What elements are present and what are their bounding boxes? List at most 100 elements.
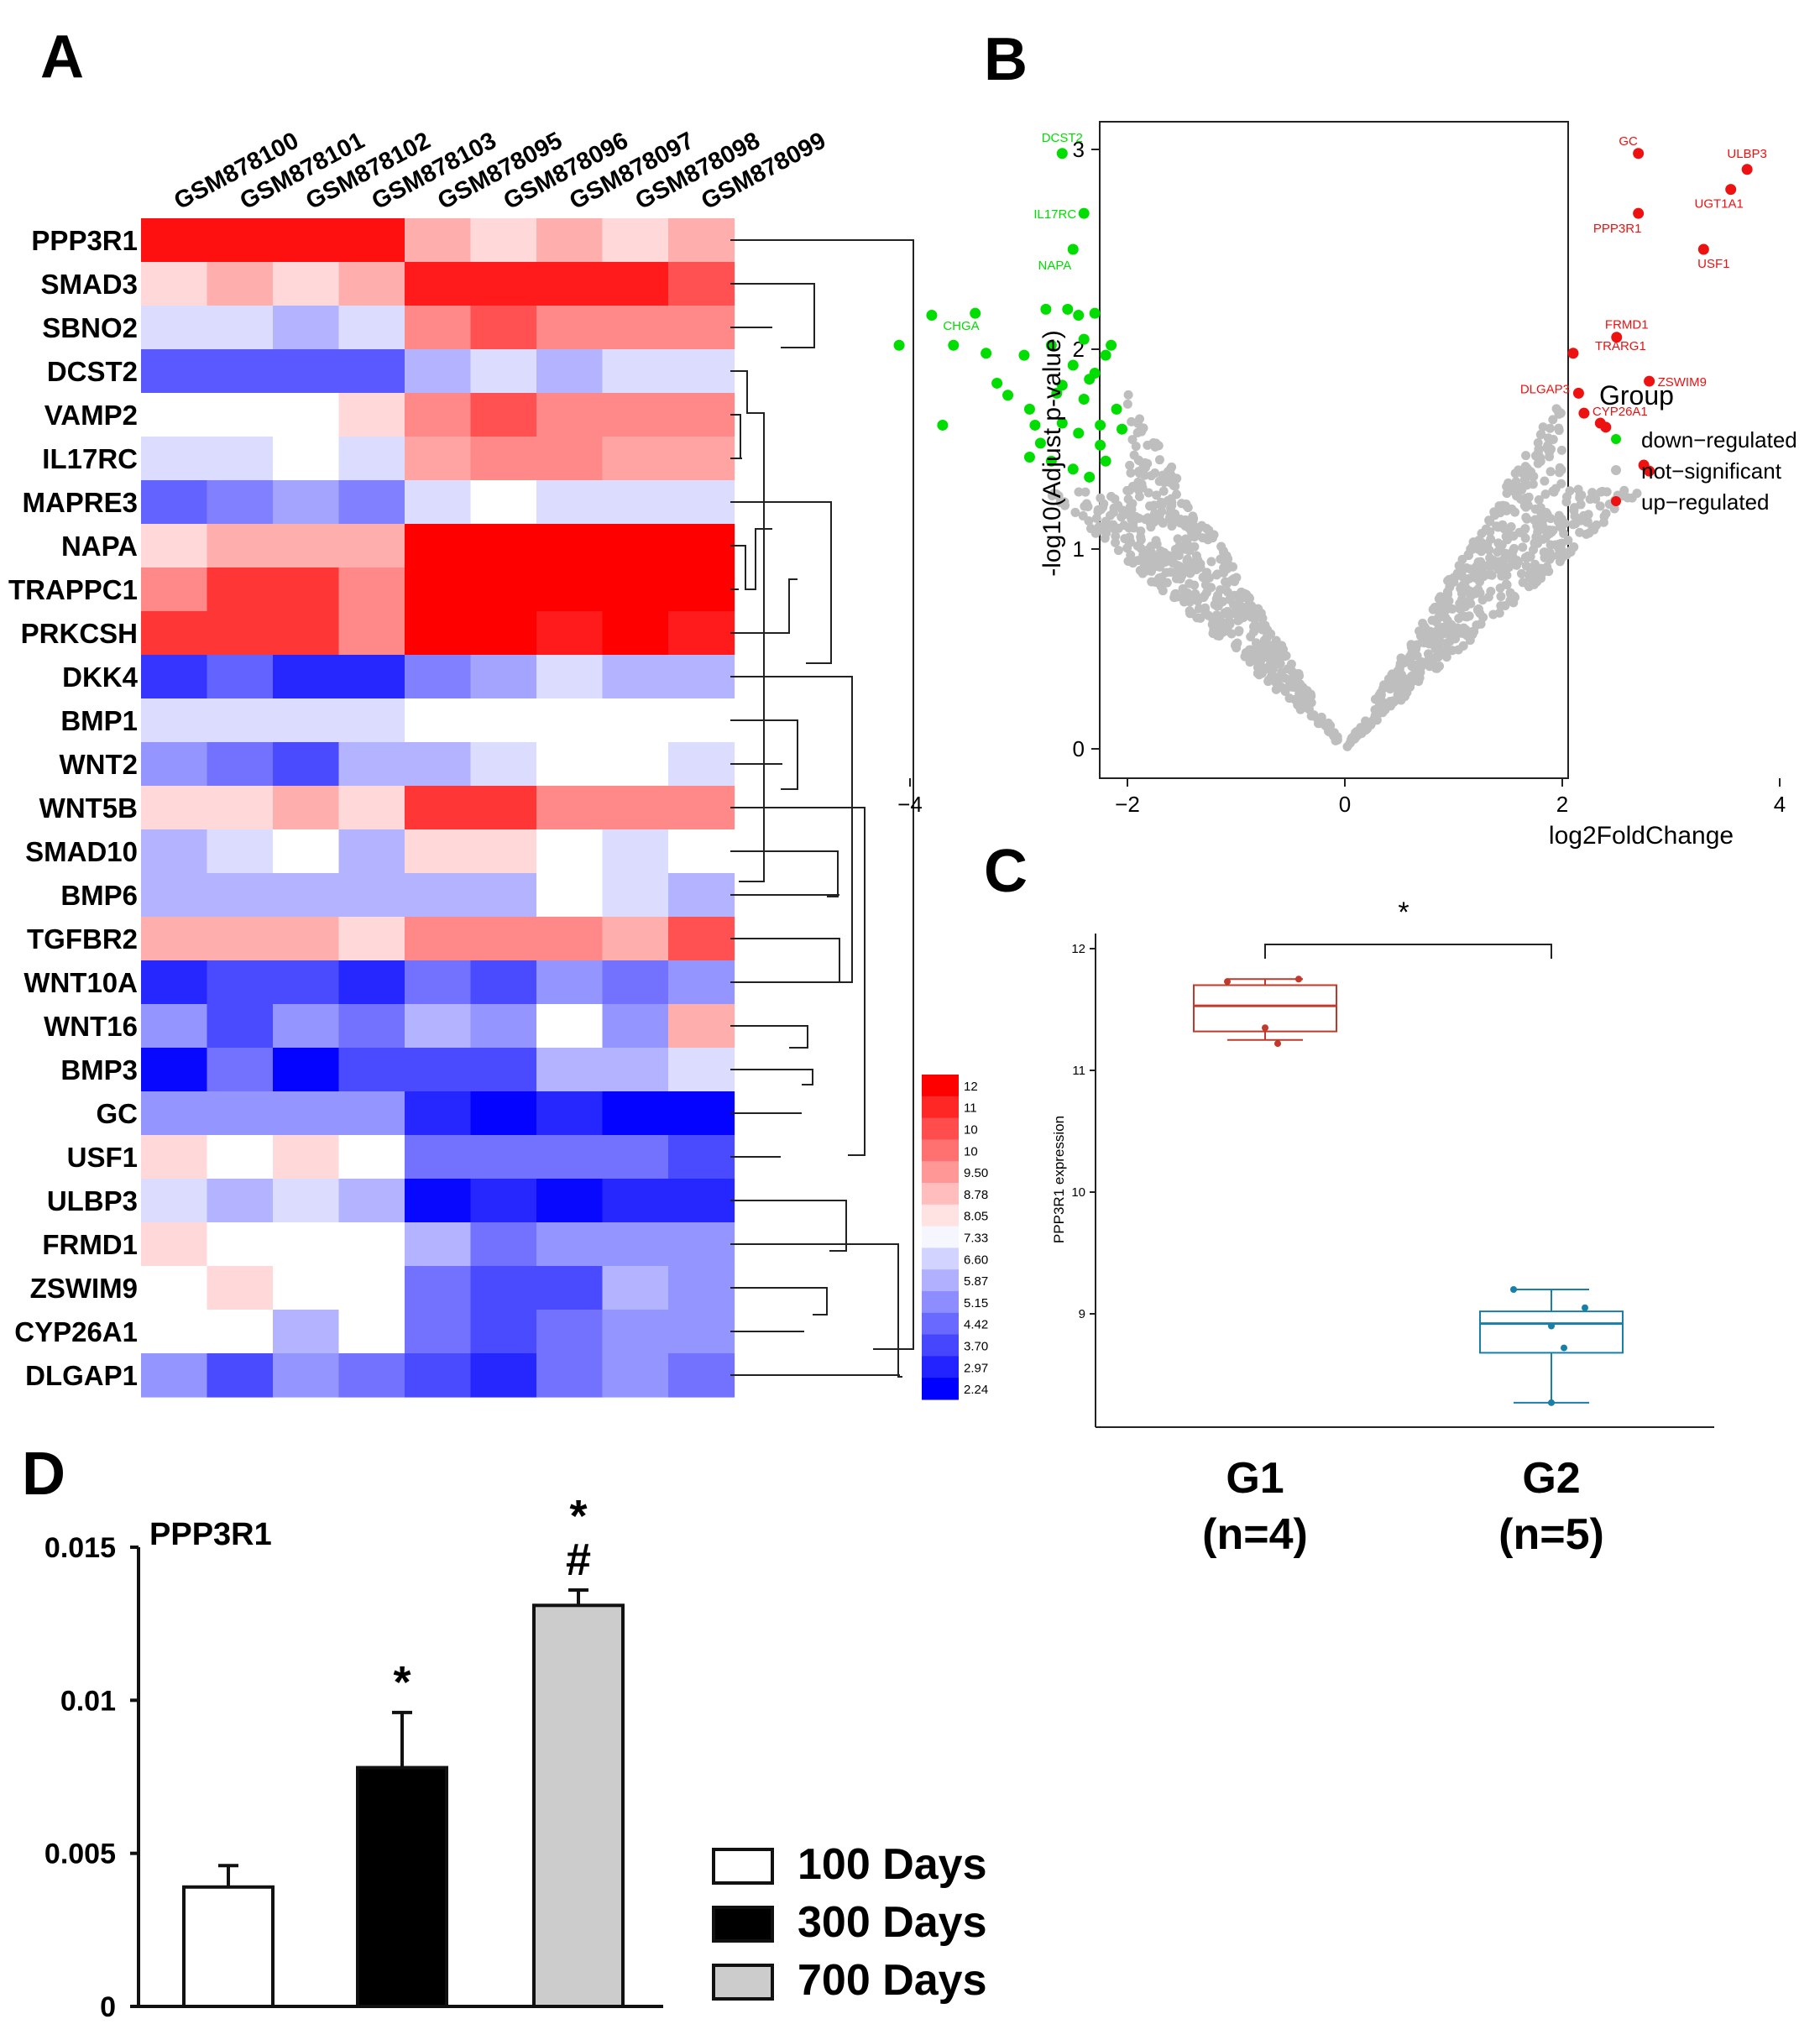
point-napa xyxy=(1067,243,1079,255)
volcano-y-tick-label-0: 0 xyxy=(1073,736,1085,761)
not-significant-point xyxy=(1566,546,1576,556)
not-significant-point xyxy=(1545,423,1555,433)
not-significant-point xyxy=(1500,548,1510,558)
heatmap-cell-il17rc-gsm878099 xyxy=(668,437,735,481)
heatmap-cell-vamp2-gsm878103 xyxy=(338,393,405,437)
heatmap-cell-frmd1-gsm878100 xyxy=(141,1222,208,1267)
not-significant-point xyxy=(1200,580,1211,590)
heatmap-cell-frmd1-gsm878096 xyxy=(470,1222,537,1267)
heatmap-cell-bmp3-gsm878098 xyxy=(602,1048,669,1092)
boxplot-y-tick-label-2: 11 xyxy=(1072,1064,1085,1078)
down-regulated-point-32 xyxy=(1073,310,1085,322)
not-significant-point xyxy=(1273,650,1284,660)
bar-y-tick-label-2: 0.01 xyxy=(60,1685,116,1717)
heatmap-cell-mapre3-gsm878101 xyxy=(207,480,274,525)
not-significant-point xyxy=(1447,625,1457,636)
heatmap-cell-sbno2-gsm878103 xyxy=(338,306,405,350)
not-significant-point xyxy=(1431,617,1441,627)
heatmap-cell-wnt10a-gsm878097 xyxy=(536,960,604,1005)
legend-swatch-700-days xyxy=(712,1964,774,2001)
heatmap-cell-mapre3-gsm878099 xyxy=(668,480,735,525)
legend-tick-8: 6.60 xyxy=(964,1253,988,1267)
heatmap-cell-smad3-gsm878095 xyxy=(405,262,472,306)
not-significant-point xyxy=(1535,503,1545,513)
heatmap-cell-cyp26a1-gsm878095 xyxy=(405,1310,472,1354)
not-significant-point xyxy=(1451,634,1461,644)
heatmap-cell-tgfbr2-gsm878099 xyxy=(668,917,735,961)
bar-300-days xyxy=(356,1765,448,2009)
heatmap-cell-dlgap1-gsm878096 xyxy=(470,1353,537,1398)
heatmap-cell-smad3-gsm878098 xyxy=(602,262,669,306)
down-regulated-point-19 xyxy=(1078,333,1090,345)
heatmap-cell-wnt5b-gsm878102 xyxy=(273,786,340,830)
not-significant-point xyxy=(1113,546,1123,556)
heatmap-cell-vamp2-gsm878097 xyxy=(536,393,604,437)
not-significant-point xyxy=(1284,693,1294,704)
not-significant-point xyxy=(1561,492,1572,502)
not-significant-point xyxy=(1234,626,1244,636)
heatmap-cell-bmp1-gsm878095 xyxy=(405,698,472,743)
boxplot-boxes xyxy=(1193,976,1624,1406)
heatmap-cell-mapre3-gsm878098 xyxy=(602,480,669,525)
not-significant-point xyxy=(1180,534,1190,544)
heatmap-cell-wnt10a-gsm878095 xyxy=(405,960,472,1005)
not-significant-point xyxy=(1406,640,1416,650)
not-significant-point xyxy=(1167,498,1177,508)
heatmap-cell-ulbp3-gsm878097 xyxy=(536,1179,604,1223)
heatmap-cell-dcst2-gsm878099 xyxy=(668,349,735,394)
heatmap-cell-ulbp3-gsm878100 xyxy=(141,1179,208,1223)
heatmap-cell-wnt10a-gsm878102 xyxy=(273,960,340,1005)
not-significant-point xyxy=(1144,562,1154,573)
not-significant-point xyxy=(1157,558,1167,568)
legend-label-not-significant: not−significant xyxy=(1641,458,1782,484)
boxplot-y-tick-label-3: 12 xyxy=(1071,942,1085,956)
not-significant-point xyxy=(1456,583,1466,593)
not-significant-point xyxy=(1123,494,1133,505)
bar-100-days xyxy=(182,1885,275,2009)
legend-swatch-5 xyxy=(922,1183,959,1206)
heatmap-cell-wnt2-gsm878099 xyxy=(668,742,735,787)
not-significant-point xyxy=(1143,440,1153,450)
legend-marker-up-regulated xyxy=(1611,496,1621,506)
group-label-g2: G2 xyxy=(1522,1454,1580,1503)
not-significant-point xyxy=(1370,713,1380,723)
heatmap-cell-ulbp3-gsm878101 xyxy=(207,1179,274,1223)
not-significant-point xyxy=(1545,447,1555,458)
not-significant-point xyxy=(1146,541,1156,552)
not-significant-point xyxy=(1357,729,1367,739)
not-significant-point xyxy=(1127,435,1138,445)
not-significant-point xyxy=(1387,670,1397,680)
heatmap-cell-frmd1-gsm878103 xyxy=(338,1222,405,1267)
heatmap-cell-gc-gsm878103 xyxy=(338,1091,405,1136)
down-regulated-point-1 xyxy=(926,310,938,322)
not-significant-point xyxy=(1173,547,1183,557)
heatmap-cell-dlgap1-gsm878103 xyxy=(338,1353,405,1398)
not-significant-point xyxy=(1259,636,1269,646)
not-significant-point xyxy=(1247,646,1257,656)
label-trarg1: TRARG1 xyxy=(1595,339,1646,353)
heatmap-cell-cyp26a1-gsm878097 xyxy=(536,1310,604,1354)
heatmap-cell-napa-gsm878098 xyxy=(602,524,669,568)
not-significant-point xyxy=(1443,589,1453,599)
point-usf1 xyxy=(1697,243,1709,255)
legend-swatch-10 xyxy=(922,1291,959,1314)
heatmap-cell-bmp6-gsm878100 xyxy=(141,873,208,918)
not-significant-point xyxy=(1420,622,1430,632)
heatmap-cell-bmp1-gsm878098 xyxy=(602,698,669,743)
heatmap-cell-bmp3-gsm878099 xyxy=(668,1048,735,1092)
not-significant-point xyxy=(1477,595,1488,605)
not-significant-point xyxy=(1239,588,1249,599)
down-regulated-point-2 xyxy=(948,339,960,351)
volcano-x-axis-label: log2FoldChange xyxy=(1549,822,1734,850)
heatmap-cell-smad3-gsm878102 xyxy=(273,262,340,306)
not-significant-point xyxy=(1548,434,1558,444)
heatmap-cell-usf1-gsm878103 xyxy=(338,1135,405,1180)
not-significant-point xyxy=(1556,514,1566,524)
heatmap-row-label-trappc1: TRAPPC1 xyxy=(8,574,138,605)
boxplot-y-tick-label-0: 9 xyxy=(1079,1307,1085,1321)
heatmap-cell-wnt2-gsm878100 xyxy=(141,742,208,787)
significance-bracket xyxy=(1264,944,1552,959)
heatmap-cell-ppp3r1-gsm878098 xyxy=(602,218,669,263)
